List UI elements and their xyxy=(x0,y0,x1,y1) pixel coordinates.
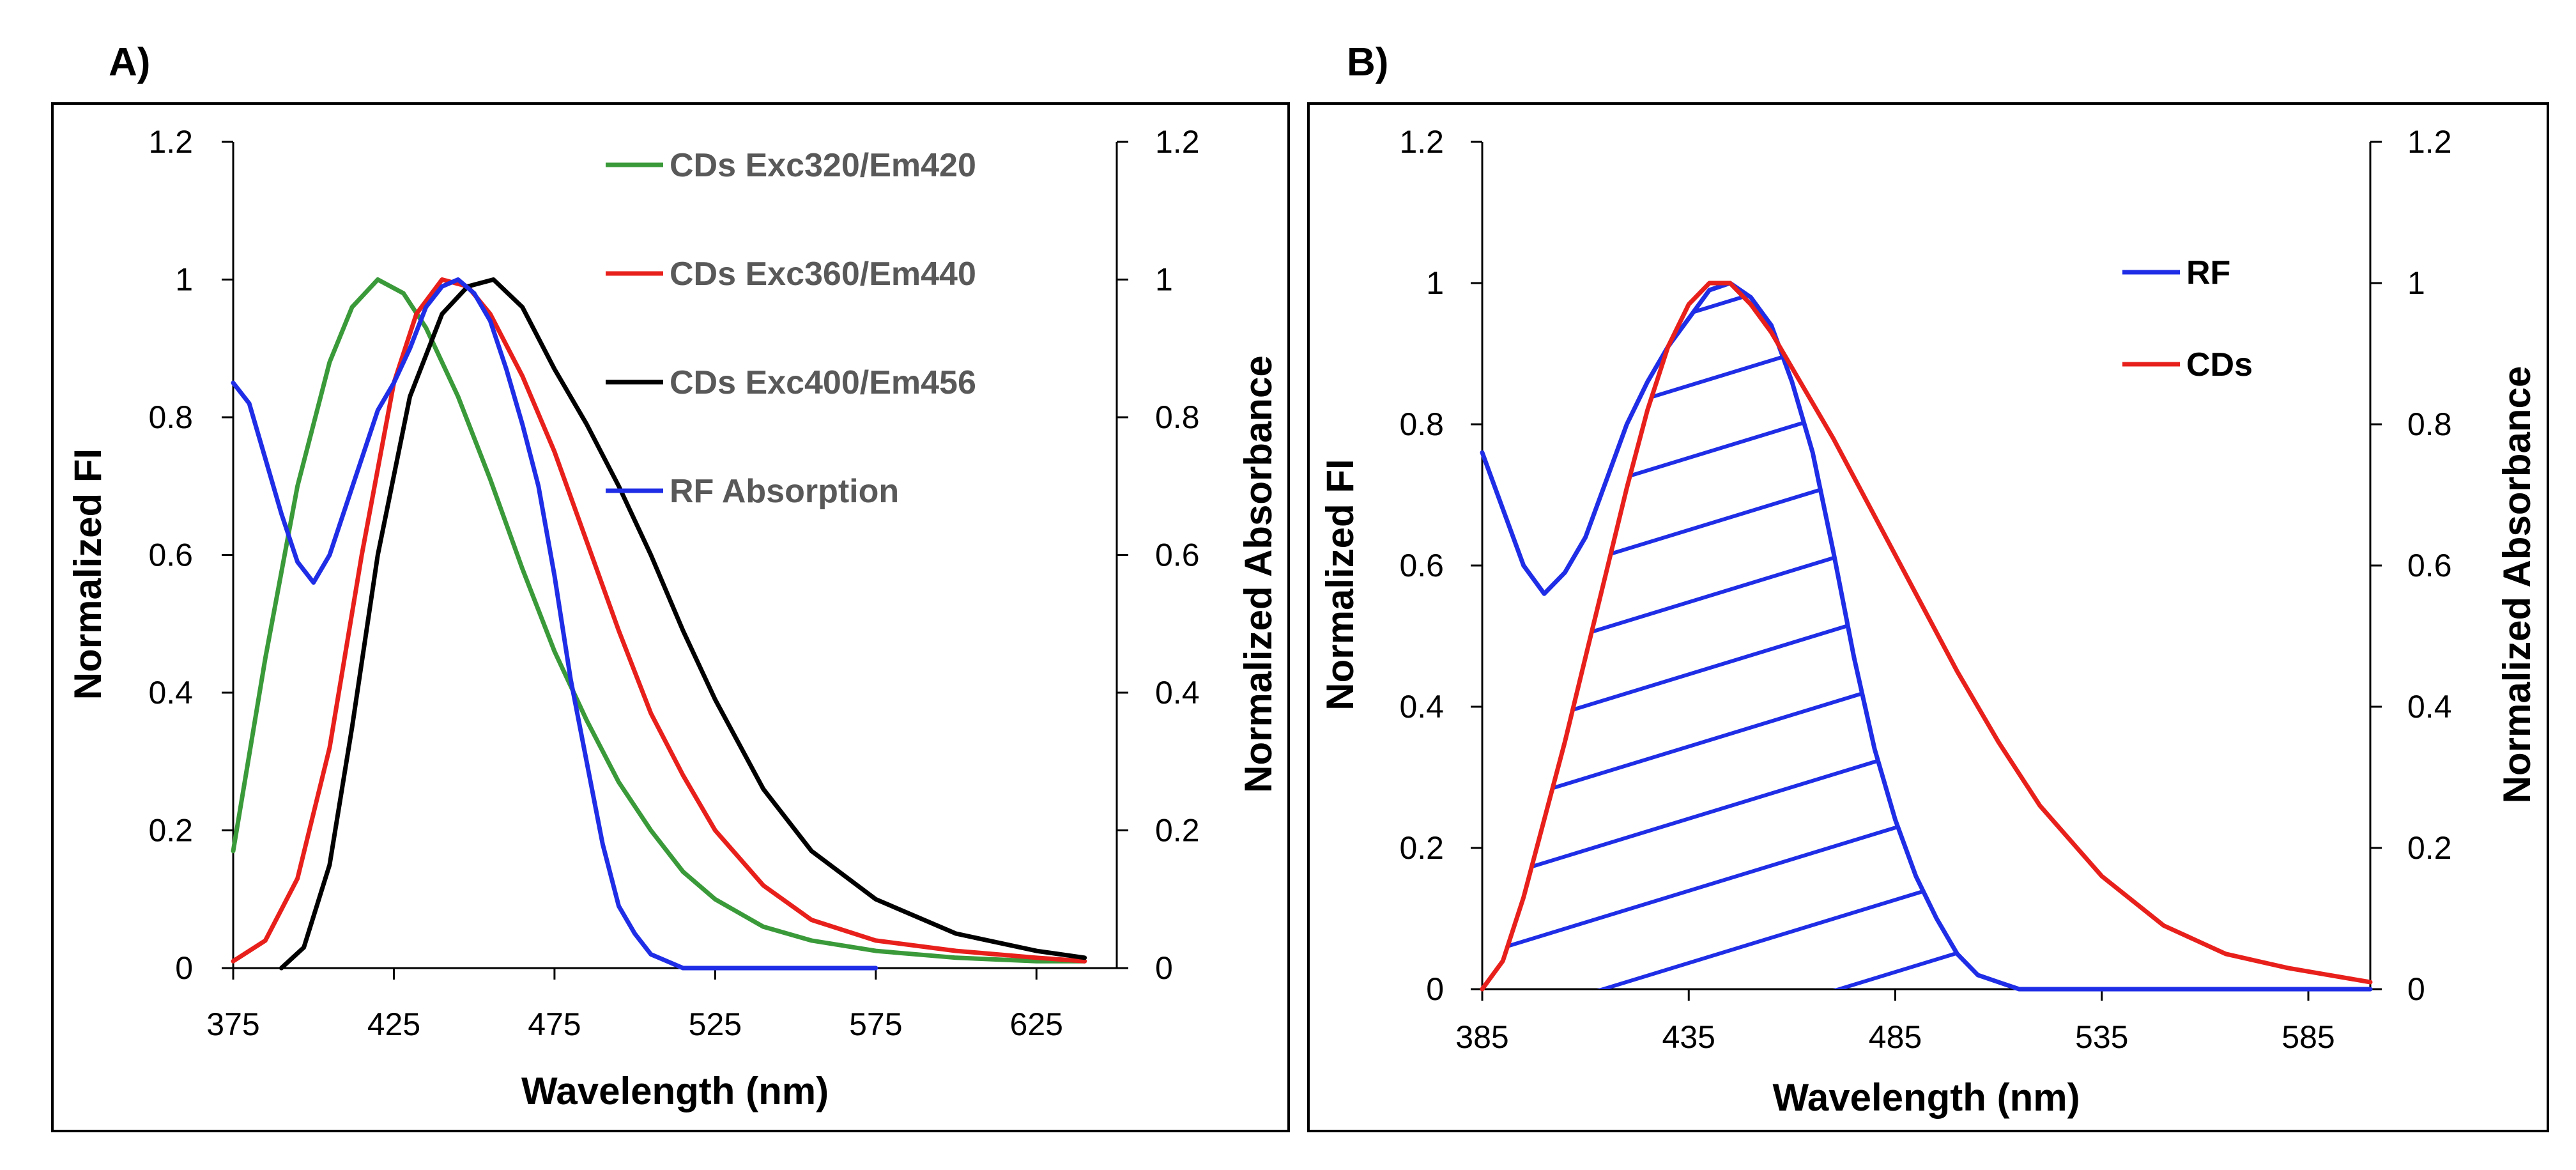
series-line-rf-absorption xyxy=(231,277,878,971)
legend-label: CDs Exc400/Em456 xyxy=(670,364,976,401)
x-tick-label: 435 xyxy=(1662,1019,1715,1055)
x-tick-label: 375 xyxy=(206,1006,259,1042)
x-tick-label: 575 xyxy=(849,1006,902,1042)
x-tick-label: 385 xyxy=(1455,1019,1508,1055)
y-tick-label: 0 xyxy=(175,950,193,986)
y2-tick-label: 1 xyxy=(1155,262,1173,298)
y2-axis-title: Normalized Absorbance xyxy=(1237,355,1280,793)
y2-tick-label: 0.4 xyxy=(1155,675,1200,711)
panel-label: B) xyxy=(1347,40,1388,84)
y-axis-title: Normalized FI xyxy=(66,449,109,700)
series-line-cds-exc400-em456 xyxy=(279,277,1087,971)
y-tick-label: 0.2 xyxy=(148,813,193,849)
y-tick-label: 1.2 xyxy=(148,124,193,160)
legend-label: RF Absorption xyxy=(670,473,899,510)
y2-tick-label: 0.8 xyxy=(2407,406,2452,442)
y-tick-label: 0.4 xyxy=(148,675,193,711)
y-tick-label: 1 xyxy=(1426,265,1444,301)
y2-tick-label: 0.6 xyxy=(1155,537,1200,573)
y-tick-label: 0.8 xyxy=(1399,406,1444,442)
x-tick-label: 535 xyxy=(2075,1019,2128,1055)
y-tick-label: 1.2 xyxy=(1399,124,1444,160)
legend-label: CDs Exc360/Em440 xyxy=(670,256,976,293)
panel-label: A) xyxy=(109,40,150,84)
y2-tick-label: 0.6 xyxy=(2407,548,2452,583)
y-axis-title: Normalized FI xyxy=(1319,459,1361,710)
y2-axis-title: Normalized Absorbance xyxy=(2496,366,2538,804)
x-tick-label: 425 xyxy=(367,1006,420,1042)
series-line-cds-exc360-em440 xyxy=(231,277,1087,964)
y2-tick-label: 0.4 xyxy=(2407,689,2452,725)
y-tick-label: 0.8 xyxy=(148,399,193,435)
x-axis-title: Wavelength (nm) xyxy=(1772,1076,2080,1119)
y2-tick-label: 0 xyxy=(2407,971,2425,1007)
panel-a-chart: A) 0 0.2 0.4 0.6 0.8 1 1.2 0 0.2 0.4 0.6 0.8 1 1.2 375 4… xyxy=(66,40,1280,1112)
y-tick-label: 0.4 xyxy=(1399,689,1444,725)
y2-tick-label: 1.2 xyxy=(2407,124,2452,160)
series-line-cds xyxy=(1480,281,2373,992)
panel-b-frame xyxy=(1307,102,2549,1132)
x-tick-label: 475 xyxy=(528,1006,581,1042)
panel-a-frame xyxy=(51,102,1290,1132)
x-axis-title: Wavelength (nm) xyxy=(521,1070,829,1112)
legend-label: CDs xyxy=(2186,346,2253,383)
legend-label: RF xyxy=(2186,254,2230,291)
y2-tick-label: 0.2 xyxy=(1155,813,1200,849)
legend-label: CDs Exc320/Em420 xyxy=(670,147,976,184)
y2-tick-label: 1.2 xyxy=(1155,124,1200,160)
overlap-hatch xyxy=(1482,283,2370,989)
y-tick-label: 0.6 xyxy=(148,537,193,573)
y-tick-label: 0.6 xyxy=(1399,548,1444,583)
x-tick-label: 585 xyxy=(2281,1019,2334,1055)
y-tick-label: 1 xyxy=(175,262,193,298)
panel-b-chart: B) 0 0.2 0.4 0.6 0.8 1 1.2 0 0.2 0.4 0.6 0.8 1 1.2 385 4… xyxy=(1319,40,2538,1119)
y2-tick-label: 0.2 xyxy=(2407,830,2452,866)
y2-tick-label: 1 xyxy=(2407,265,2425,301)
x-tick-label: 625 xyxy=(1010,1006,1063,1042)
x-tick-label: 525 xyxy=(689,1006,742,1042)
y2-tick-label: 0.8 xyxy=(1155,399,1200,435)
y-tick-label: 0.2 xyxy=(1399,830,1444,866)
series-line-cds-exc320-em420 xyxy=(231,277,1087,964)
y-tick-label: 0 xyxy=(1426,971,1444,1007)
x-tick-label: 485 xyxy=(1869,1019,1922,1055)
y2-tick-label: 0 xyxy=(1155,950,1173,986)
